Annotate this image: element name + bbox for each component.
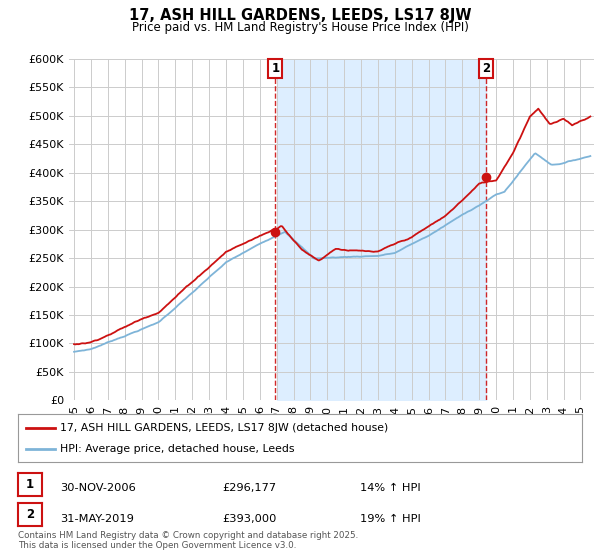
Text: 17, ASH HILL GARDENS, LEEDS, LS17 8JW (detached house): 17, ASH HILL GARDENS, LEEDS, LS17 8JW (d…	[60, 423, 389, 433]
Text: Contains HM Land Registry data © Crown copyright and database right 2025.
This d: Contains HM Land Registry data © Crown c…	[18, 530, 358, 550]
Text: £296,177: £296,177	[222, 483, 276, 493]
Text: 30-NOV-2006: 30-NOV-2006	[60, 483, 136, 493]
Text: 2: 2	[26, 508, 34, 521]
Text: 17, ASH HILL GARDENS, LEEDS, LS17 8JW: 17, ASH HILL GARDENS, LEEDS, LS17 8JW	[129, 8, 471, 24]
Text: £393,000: £393,000	[222, 514, 277, 524]
Text: Price paid vs. HM Land Registry's House Price Index (HPI): Price paid vs. HM Land Registry's House …	[131, 21, 469, 34]
Text: 31-MAY-2019: 31-MAY-2019	[60, 514, 134, 524]
Text: 19% ↑ HPI: 19% ↑ HPI	[360, 514, 421, 524]
Text: HPI: Average price, detached house, Leeds: HPI: Average price, detached house, Leed…	[60, 444, 295, 454]
Text: 1: 1	[26, 478, 34, 491]
Text: 1: 1	[271, 62, 280, 75]
Text: 2: 2	[482, 62, 490, 75]
Text: 14% ↑ HPI: 14% ↑ HPI	[360, 483, 421, 493]
